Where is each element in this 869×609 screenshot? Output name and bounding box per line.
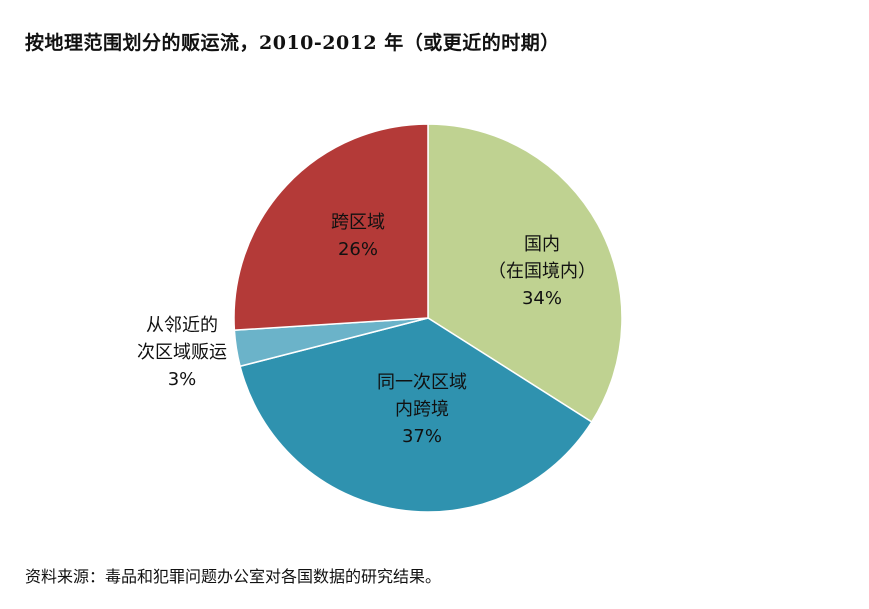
chart-title: 按地理范围划分的贩运流，2010-2012 年（或更近的时期） [25,32,560,54]
slice-label: 国内 （在国境内） 34% [488,234,596,309]
source-note: 资料来源：毒品和犯罪问题办公室对各国数据的研究结果。 [25,567,442,586]
slice-name-line: 内跨境 [395,399,449,420]
slice-value-label: 34% [522,288,562,309]
slice-name-line: 跨区域 [331,212,385,233]
slice-name-line: 同一次区域 [377,372,467,393]
slice-value-label: 26% [338,239,378,260]
pie-slice [239,317,593,513]
slice-label: 从邻近的次区域贩运 3% [137,315,227,390]
pie-slices [233,123,623,513]
slice-name-line: 从邻近的 [146,315,218,336]
slice-labels: 国内 （在国境内） 34% 同一次区域内跨境 37% 从邻近的次区域贩运 3% 跨区域 26% [137,212,596,447]
slice-name-line: （在国境内） [488,261,596,282]
slice-label: 同一次区域内跨境 37% [377,372,467,447]
pie-slice [233,123,429,331]
slice-name-line: 次区域贩运 [137,342,227,363]
pie-slice [427,123,623,423]
slice-value-label: 37% [402,426,442,447]
slice-value-label: 3% [168,369,197,390]
slice-name-line: 国内 [524,234,560,255]
slice-label: 跨区域 26% [331,212,385,260]
